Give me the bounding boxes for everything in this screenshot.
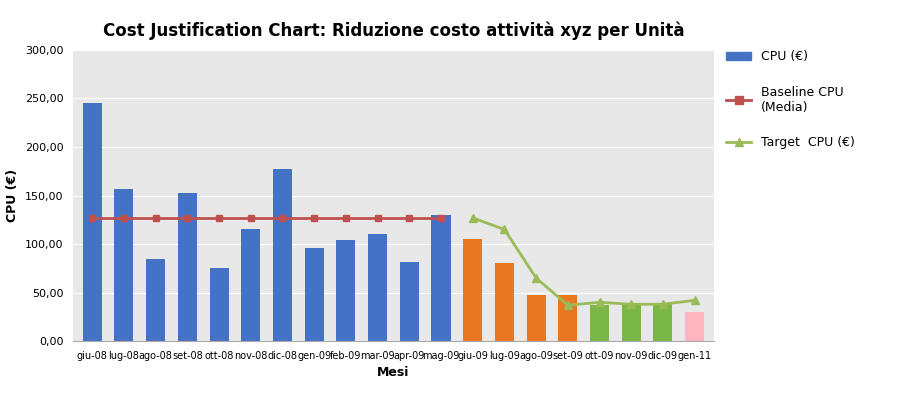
X-axis label: Mesi: Mesi <box>377 366 410 379</box>
Bar <box>653 304 673 341</box>
Bar <box>463 239 482 341</box>
Bar <box>82 103 102 341</box>
Bar <box>178 193 197 341</box>
Bar <box>622 305 640 341</box>
Bar <box>210 268 229 341</box>
Bar <box>400 262 419 341</box>
Legend: CPU (€), Baseline CPU
(Media), Target  CPU (€): CPU (€), Baseline CPU (Media), Target CP… <box>727 50 856 149</box>
Bar <box>590 305 609 341</box>
Bar <box>432 215 450 341</box>
Bar <box>337 240 355 341</box>
Bar <box>527 295 545 341</box>
Bar <box>368 234 387 341</box>
Bar <box>305 248 324 341</box>
Title: Cost Justification Chart: Riduzione costo attività xyz per Unità: Cost Justification Chart: Riduzione cost… <box>102 22 684 40</box>
Bar <box>685 312 705 341</box>
Bar <box>495 263 514 341</box>
Bar <box>558 295 577 341</box>
Y-axis label: CPU (€): CPU (€) <box>6 169 19 222</box>
Bar <box>242 230 260 341</box>
Bar <box>273 169 292 341</box>
Bar <box>146 259 165 341</box>
Bar <box>114 189 134 341</box>
